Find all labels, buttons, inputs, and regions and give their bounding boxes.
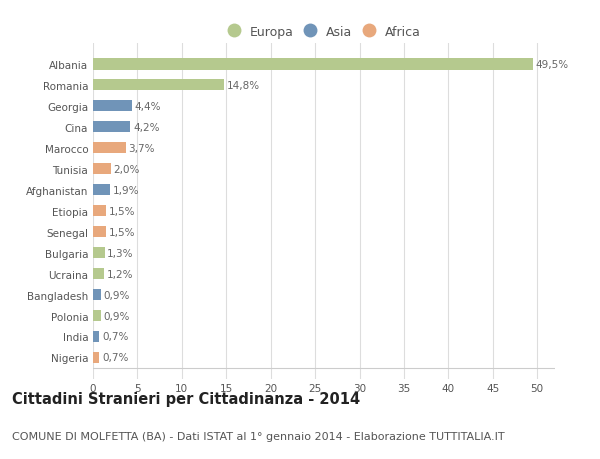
Text: 1,2%: 1,2% xyxy=(106,269,133,279)
Bar xyxy=(93,226,106,238)
Text: 0,7%: 0,7% xyxy=(102,353,128,363)
Bar xyxy=(93,268,104,280)
Text: 4,2%: 4,2% xyxy=(133,123,160,132)
Text: 14,8%: 14,8% xyxy=(227,80,260,90)
Text: 0,9%: 0,9% xyxy=(104,290,130,300)
Text: 1,3%: 1,3% xyxy=(107,248,134,258)
Bar xyxy=(93,289,101,301)
Text: 0,9%: 0,9% xyxy=(104,311,130,321)
Bar xyxy=(93,247,104,259)
Bar xyxy=(93,59,533,70)
Text: 1,9%: 1,9% xyxy=(113,185,139,195)
Bar xyxy=(93,205,106,217)
Text: 1,5%: 1,5% xyxy=(109,227,136,237)
Text: COMUNE DI MOLFETTA (BA) - Dati ISTAT al 1° gennaio 2014 - Elaborazione TUTTITALI: COMUNE DI MOLFETTA (BA) - Dati ISTAT al … xyxy=(12,431,505,441)
Text: Cittadini Stranieri per Cittadinanza - 2014: Cittadini Stranieri per Cittadinanza - 2… xyxy=(12,391,360,406)
Bar xyxy=(93,101,132,112)
Text: 0,7%: 0,7% xyxy=(102,332,128,342)
Bar xyxy=(93,352,99,364)
Bar xyxy=(93,80,224,91)
Text: 3,7%: 3,7% xyxy=(128,143,155,153)
Text: 2,0%: 2,0% xyxy=(113,164,140,174)
Bar xyxy=(93,122,130,133)
Bar xyxy=(93,310,101,322)
Bar xyxy=(93,143,126,154)
Text: 1,5%: 1,5% xyxy=(109,206,136,216)
Bar xyxy=(93,185,110,196)
Legend: Europa, Asia, Africa: Europa, Asia, Africa xyxy=(221,20,427,45)
Text: 49,5%: 49,5% xyxy=(535,60,569,70)
Bar xyxy=(93,331,99,342)
Bar xyxy=(93,163,111,175)
Text: 4,4%: 4,4% xyxy=(135,101,161,112)
